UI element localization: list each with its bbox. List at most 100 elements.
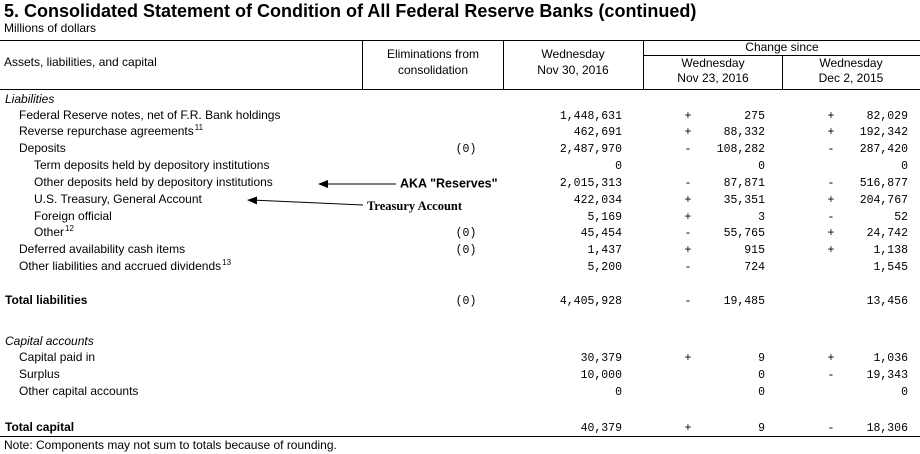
column-header: Eliminations from [387,47,479,61]
value-cell: 2,015,313 [560,177,622,190]
value-cell: 45,454 [581,227,623,240]
column-header: Assets, liabilities, and capital [4,55,157,69]
change-sign: + [685,126,692,139]
change-sign: - [828,177,835,190]
row-label: Other liabilities and accrued dividends [19,259,221,273]
elimination-cell: (0) [456,143,477,156]
change-cell: 1,545 [873,261,908,274]
value-cell: 40,379 [581,422,623,435]
row-label: Other deposits held by depository instit… [34,175,273,189]
row-label: Other capital accounts [19,384,138,398]
change-cell: 516,877 [860,177,908,190]
change-sign: - [828,143,835,156]
change-cell: 82,029 [867,110,909,123]
value-cell: 462,691 [574,126,622,139]
change-cell: 3 [758,211,765,224]
row-label: Deposits [19,141,66,155]
value-cell: 1,437 [587,244,622,257]
change-cell: 52 [894,211,908,224]
change-sign: - [685,261,692,274]
subtitle: Millions of dollars [4,21,96,35]
change-sign: + [685,110,692,123]
change-cell: 35,351 [724,194,766,207]
change-sign: + [685,352,692,365]
change-sign: - [828,369,835,382]
change-sign: - [685,227,692,240]
row-label: Capital paid in [19,350,95,364]
change-sign: - [828,422,835,435]
row-label: Term deposits held by depository institu… [34,158,269,172]
value-cell: 10,000 [581,369,623,382]
change-sign: - [685,177,692,190]
value-cell: 5,169 [587,211,622,224]
change-cell: 13,456 [867,295,909,308]
change-sign: + [685,244,692,257]
row-label: Federal Reserve notes, net of F.R. Bank … [19,108,280,122]
change-cell: 88,332 [724,126,766,139]
elimination-cell: (0) [456,295,477,308]
change-cell: 19,343 [867,369,909,382]
annotation-arrows [247,180,396,206]
row-label: Total liabilities [5,293,88,307]
change-sign: - [685,295,692,308]
change-cell: 275 [744,110,765,123]
footnote-ref: 11 [195,123,204,132]
change-cell: 0 [901,160,908,173]
row-label: Deferred availability cash items [19,242,185,256]
value-cell: 422,034 [574,194,622,207]
change-sign: + [828,110,835,123]
column-group-header: Change since [745,40,819,54]
change-cell: 1,138 [873,244,908,257]
change-cell: 0 [901,386,908,399]
elimination-cell: (0) [456,244,477,257]
change-sign: - [685,143,692,156]
change-sign: + [828,244,835,257]
change-cell: 19,485 [724,295,766,308]
change-cell: 0 [758,369,765,382]
note: Note: Components may not sum to totals b… [4,438,337,452]
footnote-ref: 12 [65,224,74,233]
value-cell: 0 [615,386,622,399]
section-heading: Liabilities [5,92,54,106]
change-cell: 1,036 [873,352,908,365]
change-sign: + [685,194,692,207]
change-cell: 192,342 [860,126,908,139]
change-cell: 108,282 [717,143,765,156]
section-heading: Capital accounts [5,334,94,348]
change-cell: 18,306 [867,422,909,435]
row-label: Reverse repurchase agreements [19,124,194,138]
value-cell: 5,200 [587,261,622,274]
row-label: Foreign official [34,209,112,223]
title: 5. Consolidated Statement of Condition o… [4,1,696,21]
column-header: Wednesday [541,47,604,61]
change-sign: - [828,211,835,224]
row-label: Total capital [5,420,74,434]
change-cell: 87,871 [724,177,766,190]
change-cell: 55,765 [724,227,766,240]
column-header: Wednesday [681,56,744,70]
change-cell: 24,742 [867,227,909,240]
change-cell: 724 [744,261,765,274]
change-sign: + [685,422,692,435]
row-label: U.S. Treasury, General Account [34,192,203,206]
header-rules [0,40,920,437]
elimination-cell: (0) [456,227,477,240]
column-header: Nov 23, 2016 [677,71,749,85]
footnote-ref: 13 [222,258,231,267]
change-cell: 9 [758,422,765,435]
value-cell: 2,487,970 [560,143,622,156]
change-sign: + [828,126,835,139]
change-sign: + [828,352,835,365]
column-header: Dec 2, 2015 [819,71,884,85]
value-cell: 0 [615,160,622,173]
column-header: consolidation [398,63,468,77]
change-cell: 9 [758,352,765,365]
change-sign: + [828,227,835,240]
value-cell: 30,379 [581,352,623,365]
value-cell: 4,405,928 [560,295,622,308]
value-cell: 1,448,631 [560,110,622,123]
change-cell: 915 [744,244,765,257]
change-cell: 0 [758,160,765,173]
change-cell: 0 [758,386,765,399]
change-cell: 287,420 [860,143,908,156]
